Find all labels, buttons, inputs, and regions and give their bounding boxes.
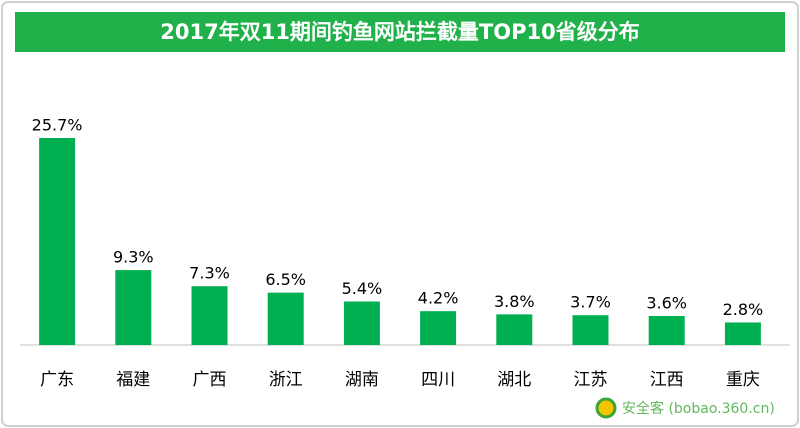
value-label: 5.4% — [342, 279, 383, 298]
value-label: 7.3% — [189, 264, 230, 283]
x-tick-label: 浙江 — [269, 370, 303, 390]
x-tick-label: 广西 — [193, 370, 227, 390]
bar — [724, 322, 761, 345]
bar — [496, 314, 533, 345]
bar — [420, 311, 457, 345]
x-tick-label: 福建 — [116, 370, 150, 390]
value-label: 3.6% — [646, 294, 687, 313]
watermark: 安全客 (bobao.360.cn) — [622, 400, 775, 417]
watermark-icon — [595, 397, 617, 419]
x-tick-label: 湖南 — [345, 370, 379, 390]
x-tick-label: 湖北 — [497, 370, 531, 390]
value-label: 3.7% — [570, 293, 611, 312]
x-tick-label: 江西 — [650, 370, 684, 390]
x-tick-label: 四川 — [421, 370, 455, 390]
value-label: 3.8% — [494, 292, 535, 311]
value-label: 2.8% — [723, 300, 764, 319]
x-tick-label: 江苏 — [574, 370, 608, 390]
chart-title: 2017年双11期间钓鱼网站拦截量TOP10省级分布 — [160, 20, 639, 44]
bar — [648, 316, 685, 345]
title-banner — [15, 12, 785, 52]
bar — [343, 301, 380, 345]
x-tick-label: 重庆 — [726, 370, 760, 390]
bar — [39, 138, 76, 345]
value-label: 6.5% — [265, 270, 306, 289]
x-tick-label: 广东 — [40, 370, 74, 390]
value-label: 9.3% — [113, 248, 154, 267]
bar — [572, 315, 609, 345]
value-label: 25.7% — [32, 116, 83, 135]
bar — [191, 286, 228, 345]
bar — [115, 270, 152, 345]
value-label: 4.2% — [418, 289, 459, 308]
bar — [267, 292, 304, 345]
